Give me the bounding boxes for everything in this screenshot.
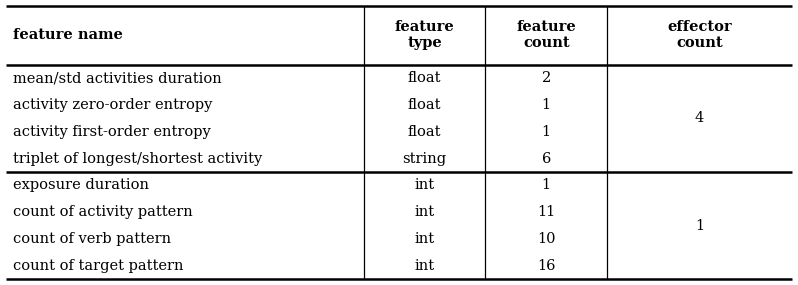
Text: string: string (402, 152, 447, 166)
Text: exposure duration: exposure duration (13, 178, 148, 192)
Text: 10: 10 (537, 232, 555, 246)
Text: triplet of longest/shortest activity: triplet of longest/shortest activity (13, 152, 262, 166)
Text: int: int (414, 205, 435, 219)
Text: count of verb pattern: count of verb pattern (13, 232, 171, 246)
Text: effector
count: effector count (667, 20, 732, 50)
Text: 2: 2 (542, 71, 551, 85)
Text: 4: 4 (695, 111, 704, 125)
Text: 1: 1 (695, 219, 704, 233)
Text: feature name: feature name (13, 28, 123, 42)
Text: 1: 1 (542, 178, 551, 192)
Text: float: float (408, 71, 441, 85)
Text: count of activity pattern: count of activity pattern (13, 205, 192, 219)
Text: count of target pattern: count of target pattern (13, 259, 184, 273)
Text: float: float (408, 125, 441, 139)
Text: 11: 11 (537, 205, 555, 219)
Text: int: int (414, 259, 435, 273)
Text: int: int (414, 178, 435, 192)
Text: activity first-order entropy: activity first-order entropy (13, 125, 211, 139)
Text: 16: 16 (537, 259, 555, 273)
Text: 1: 1 (542, 98, 551, 112)
Text: activity zero-order entropy: activity zero-order entropy (13, 98, 212, 112)
Text: int: int (414, 232, 435, 246)
Text: feature
type: feature type (395, 20, 454, 50)
Text: float: float (408, 98, 441, 112)
Text: 1: 1 (542, 125, 551, 139)
Text: feature
count: feature count (516, 20, 576, 50)
Text: 6: 6 (542, 152, 551, 166)
Text: mean/std activities duration: mean/std activities duration (13, 71, 221, 85)
